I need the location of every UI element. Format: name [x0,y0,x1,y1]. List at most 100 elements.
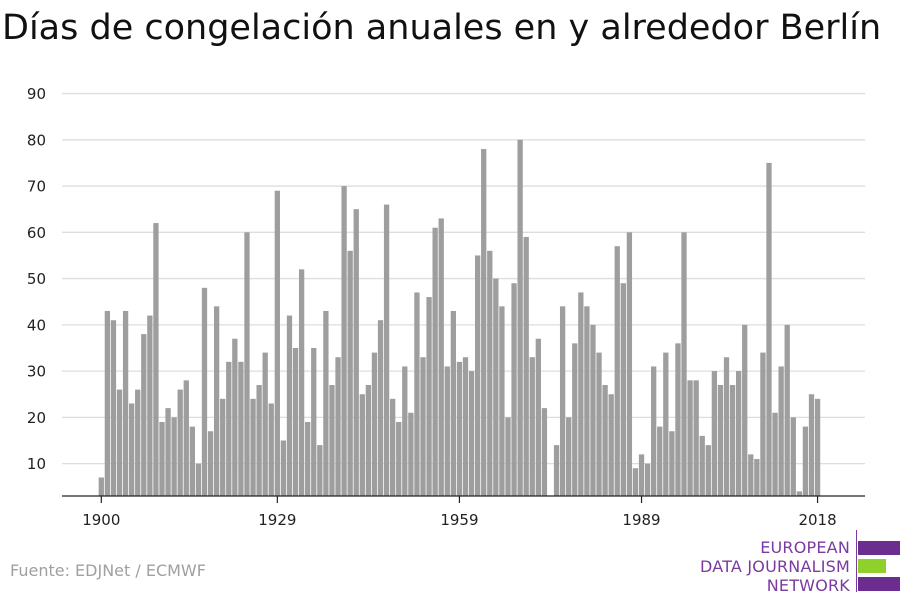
bar-1980 [584,306,590,496]
bar-1938 [329,384,335,496]
bar-1983 [602,384,608,496]
bar-1913 [177,389,183,496]
bar-1900 [98,477,104,496]
bar-1912 [171,417,177,496]
bar-1947 [383,204,390,496]
y-tick-label: 70 [27,178,46,196]
bar-1911 [165,408,171,496]
y-tick-label: 20 [27,409,46,427]
bar-1908 [147,315,153,496]
bar-2014 [790,417,796,496]
bar-1951 [408,412,414,496]
bar-1992 [657,426,663,496]
y-tick-label: 50 [27,270,46,288]
logo-bar-green [858,559,886,573]
bar-1964 [487,250,493,496]
bar-1985 [614,246,620,496]
bar-1931 [286,315,293,496]
bar-1982 [596,352,602,496]
bar-1986 [620,283,626,496]
logo-line-2: DATA JOURNALISM [700,557,850,576]
bar-1987 [626,232,633,496]
bar-1930 [280,440,287,496]
bar-1919 [213,306,220,496]
x-tick-label: 1989 [622,511,660,529]
bar-2002 [717,384,724,496]
bar-1990 [644,463,651,496]
bar-1998 [693,380,699,496]
bar-1965 [493,278,499,496]
axes: 10 20 30 40 50 60 70 80 90 1900 1929 1959 1989 2018 [27,85,865,529]
bar-1972 [535,338,541,496]
bar-2016 [802,426,809,496]
bar-1936 [317,445,323,496]
bar-1945 [371,352,378,496]
bar-1910 [159,421,165,496]
bar-2006 [742,324,748,496]
bar-1921 [226,361,232,496]
bar-1948 [390,398,396,496]
source-note: Fuente: EDJNet / ECMWF [10,561,206,580]
edjnet-logo: EUROPEAN DATA JOURNALISM NETWORK [700,530,900,596]
bar-1924 [244,232,250,496]
x-tick-label: 1900 [82,511,120,529]
bar-1941 [347,250,353,496]
bar-1975 [553,445,560,496]
bar-1905 [129,403,135,496]
logo-line-1: EUROPEAN [760,538,850,557]
bar-1989 [638,454,645,496]
bar-1942 [353,209,359,497]
bar-1940 [341,186,347,497]
bar-1967 [505,417,511,496]
bars [98,139,821,497]
bar-1917 [201,287,208,496]
y-tick-label: 80 [27,131,46,149]
bar-2018 [814,398,821,496]
bar-1929 [274,190,280,496]
bar-1927 [262,352,268,496]
y-tick-label: 40 [27,316,46,334]
bar-1994 [669,431,675,496]
bar-2012 [778,366,784,496]
bar-2011 [772,412,778,496]
bar-1961 [468,371,475,496]
bar-1939 [335,357,341,496]
bar-1926 [256,384,262,496]
bar-1915 [189,426,195,496]
bar-1970 [523,236,529,496]
bar-2007 [748,454,754,496]
bar-1928 [268,403,274,496]
bar-1944 [365,384,372,496]
bar-1962 [474,255,481,496]
bar-1978 [572,343,578,496]
bar-2000 [705,445,711,496]
y-tick-label: 10 [27,455,46,473]
logo-bar-purple-top [858,541,900,555]
y-tick-label: 30 [27,363,46,381]
bar-1946 [377,320,384,496]
bar-1933 [298,269,305,496]
bar-2004 [729,384,736,496]
logo-divider [856,530,857,592]
bar-1954 [426,297,432,496]
bar-2001 [711,371,718,496]
bar-1902 [110,320,117,496]
bar-1984 [608,394,614,496]
bar-2003 [723,357,730,496]
bar-1959 [456,361,463,496]
bar-1956 [438,218,444,496]
bar-1920 [220,398,226,496]
bar-1918 [207,431,214,496]
bar-1968 [511,283,517,496]
bar-2005 [736,371,742,496]
bar-1993 [663,352,669,496]
bar-1963 [481,149,487,497]
bar-1937 [323,310,329,496]
bar-1958 [450,310,457,496]
bar-2013 [784,324,790,496]
bar-1932 [292,347,299,496]
bar-2009 [760,352,766,496]
x-tick-label: 1959 [440,511,478,529]
bar-1999 [699,435,705,496]
